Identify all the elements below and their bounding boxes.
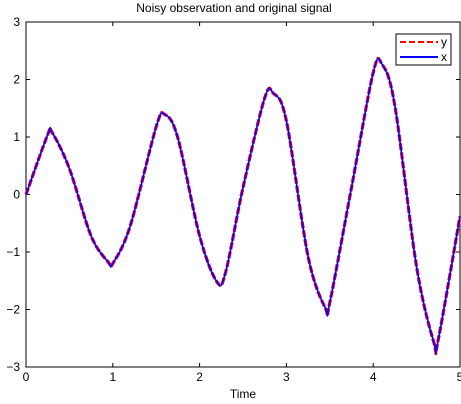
x-tick-label: 4 [370,370,377,384]
y-tick-label: 1 [13,130,20,144]
legend-label-x: x [441,50,447,64]
y-axis: −3 −2 −1 0 1 2 3 [6,15,460,374]
x-tick-label: 1 [109,370,116,384]
x-tick-label: 5 [457,370,461,384]
y-tick-label: 2 [13,73,20,87]
y-tick-label: 3 [13,15,20,29]
x-tick-label: 0 [23,370,30,384]
y-tick-label: −2 [6,303,20,317]
x-axis: 0 1 2 3 4 5 [23,22,461,384]
y-tick-label: −3 [6,360,20,374]
legend-box [395,33,452,66]
y-tick-label: −1 [6,245,20,259]
x-tick-label: 2 [196,370,203,384]
legend-label-y: y [441,35,447,49]
y-tick-label: 0 [13,188,20,202]
legend: y x [395,33,452,66]
x-axis-label: Time [230,387,257,401]
x-tick-label: 3 [283,370,290,384]
series-line-x [25,57,461,355]
chart-title: Noisy observation and original signal [136,1,331,15]
series-layer [24,56,461,356]
